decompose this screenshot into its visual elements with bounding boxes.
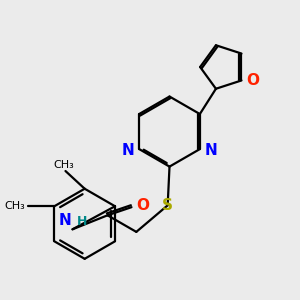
Text: N: N [204,143,217,158]
Text: O: O [137,198,150,213]
Text: H: H [77,215,87,228]
Text: CH₃: CH₃ [4,201,25,211]
Text: O: O [246,73,259,88]
Text: N: N [58,213,71,228]
Text: CH₃: CH₃ [53,160,74,170]
Text: S: S [162,198,173,213]
Text: N: N [122,143,135,158]
